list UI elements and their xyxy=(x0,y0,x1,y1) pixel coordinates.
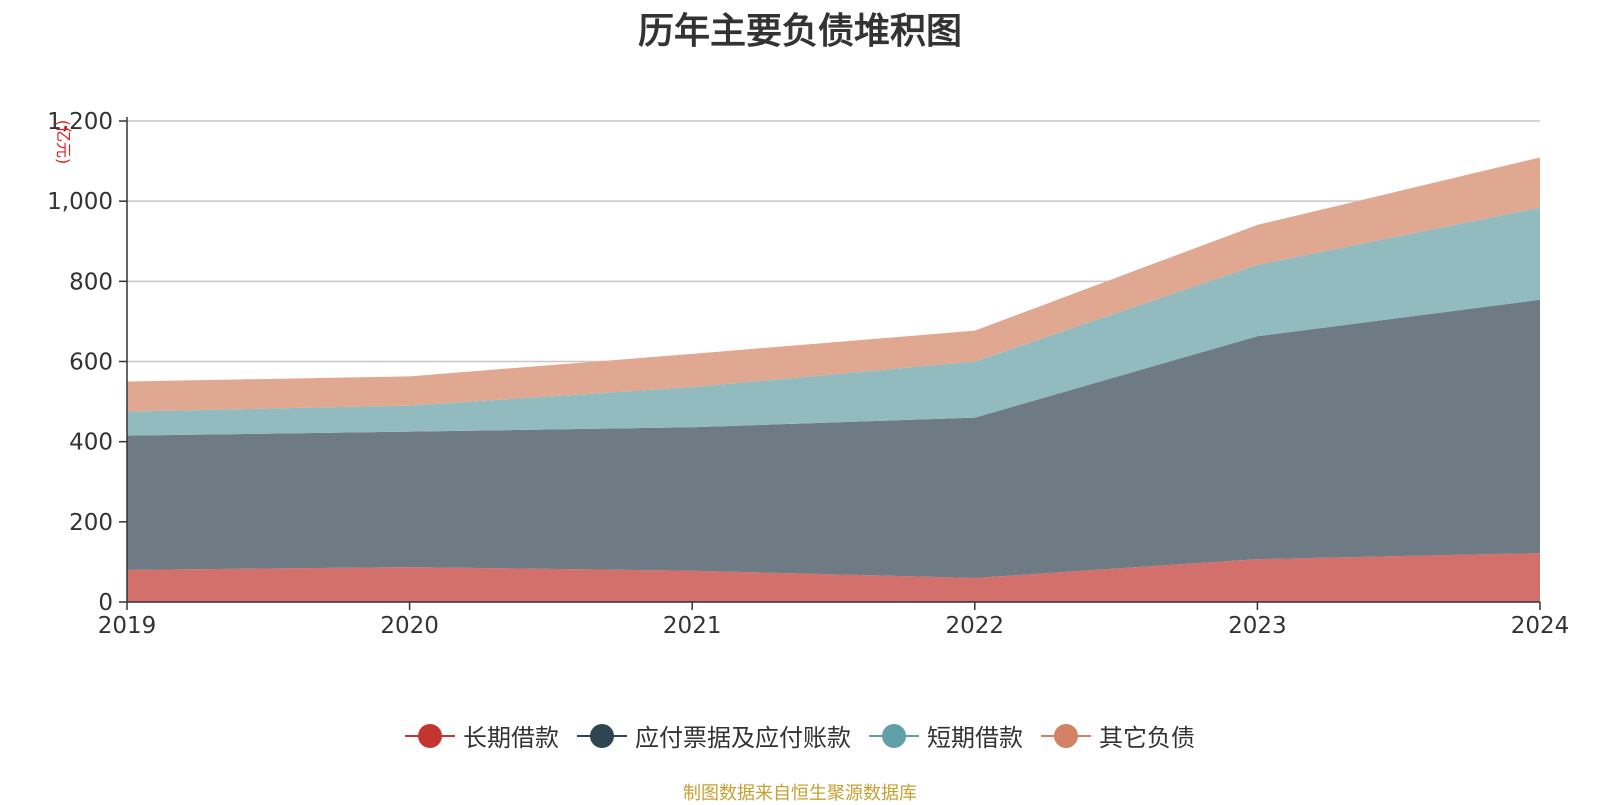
legend: 长期借款 应付票据及应付账款 短期借款 其它负债 xyxy=(0,718,1600,753)
legend-item[interactable]: 短期借款 xyxy=(869,718,1023,753)
legend-item[interactable]: 其它负债 xyxy=(1041,718,1195,753)
legend-item[interactable]: 长期借款 xyxy=(405,718,559,753)
x-tick-label: 2024 xyxy=(1511,613,1570,639)
legend-label: 其它负债 xyxy=(1099,724,1195,752)
legend-marker-icon xyxy=(869,723,919,749)
source-note: 制图数据来自恒生聚源数据库 xyxy=(683,783,917,804)
legend-dot-icon xyxy=(882,723,906,748)
legend-marker-icon xyxy=(577,723,627,749)
legend-dot-icon xyxy=(590,723,614,748)
y-tick-label: 600 xyxy=(69,350,113,376)
legend-item[interactable]: 应付票据及应付账款 xyxy=(577,718,851,753)
y-tick-label: 800 xyxy=(69,269,113,295)
area-series-0 xyxy=(127,553,1540,602)
chart-title: 历年主要负债堆积图 xyxy=(637,11,962,52)
y-tick-label: 200 xyxy=(69,510,113,536)
x-tick-label: 2022 xyxy=(946,613,1005,639)
legend-marker-icon xyxy=(405,723,455,749)
area-series-3 xyxy=(127,157,1540,412)
y-tick-label: 1,000 xyxy=(47,189,113,215)
legend-label: 应付票据及应付账款 xyxy=(635,724,851,752)
y-tick-label: 0 xyxy=(98,590,113,616)
area-series-2 xyxy=(127,207,1540,436)
y-axis-unit-label: (亿元) xyxy=(54,120,73,165)
x-tick-label: 2021 xyxy=(663,613,722,639)
legend-label: 短期借款 xyxy=(927,724,1023,752)
legend-dot-icon xyxy=(1054,723,1078,748)
y-tick-label: 1,200 xyxy=(47,109,113,135)
axis-layer: 0 200 400 600 800 1,000 1,200 2019 2020 2021 2022 2… xyxy=(47,109,1569,639)
legend-dot-icon xyxy=(418,723,442,748)
legend-label: 长期借款 xyxy=(463,724,559,752)
y-tick-label: 400 xyxy=(69,430,113,456)
x-tick-label: 2019 xyxy=(98,613,157,639)
area-layer xyxy=(127,157,1540,602)
legend-marker-icon xyxy=(1041,723,1091,749)
x-tick-label: 2023 xyxy=(1228,613,1287,639)
area-series-1 xyxy=(127,299,1540,578)
x-tick-label: 2020 xyxy=(380,613,439,639)
